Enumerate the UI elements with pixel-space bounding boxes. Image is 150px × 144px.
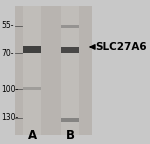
FancyBboxPatch shape xyxy=(61,25,79,28)
FancyBboxPatch shape xyxy=(61,118,79,122)
FancyBboxPatch shape xyxy=(23,87,41,90)
FancyBboxPatch shape xyxy=(15,6,92,135)
Text: 130-: 130- xyxy=(1,113,19,122)
Text: SLC27A6: SLC27A6 xyxy=(95,42,147,52)
FancyBboxPatch shape xyxy=(61,6,79,135)
Text: 55-: 55- xyxy=(1,21,14,30)
Text: B: B xyxy=(66,129,75,142)
Text: 70-: 70- xyxy=(1,49,14,58)
Text: A: A xyxy=(27,129,37,142)
FancyBboxPatch shape xyxy=(23,46,41,53)
FancyBboxPatch shape xyxy=(23,6,41,135)
FancyBboxPatch shape xyxy=(61,47,79,53)
Text: 100-: 100- xyxy=(1,85,19,94)
